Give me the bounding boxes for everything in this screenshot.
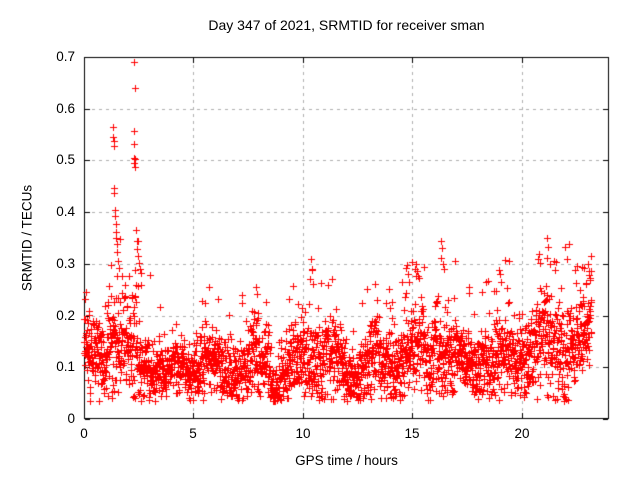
y-tick-label: 0.3 bbox=[56, 256, 75, 271]
y-tick-label: 0.6 bbox=[56, 101, 75, 116]
y-tick-label: 0.2 bbox=[56, 308, 75, 323]
x-tick-label: 15 bbox=[404, 426, 420, 441]
x-axis-label: GPS time / hours bbox=[295, 453, 398, 468]
x-tick-label: 5 bbox=[189, 426, 197, 441]
x-tick-label: 20 bbox=[514, 426, 530, 441]
y-tick-label: 0.4 bbox=[56, 204, 75, 219]
chart-title: Day 347 of 2021, SRMTID for receiver sma… bbox=[208, 17, 485, 33]
y-tick-label: 0.1 bbox=[56, 359, 75, 374]
y-tick-label: 0 bbox=[67, 411, 75, 426]
y-tick-label: 0.5 bbox=[56, 152, 75, 167]
y-tick-label: 0.7 bbox=[56, 49, 75, 64]
y-axis-label: SRMTID / TECUs bbox=[19, 184, 35, 292]
x-tick-label: 10 bbox=[295, 426, 311, 441]
x-tick-label: 0 bbox=[80, 426, 88, 441]
